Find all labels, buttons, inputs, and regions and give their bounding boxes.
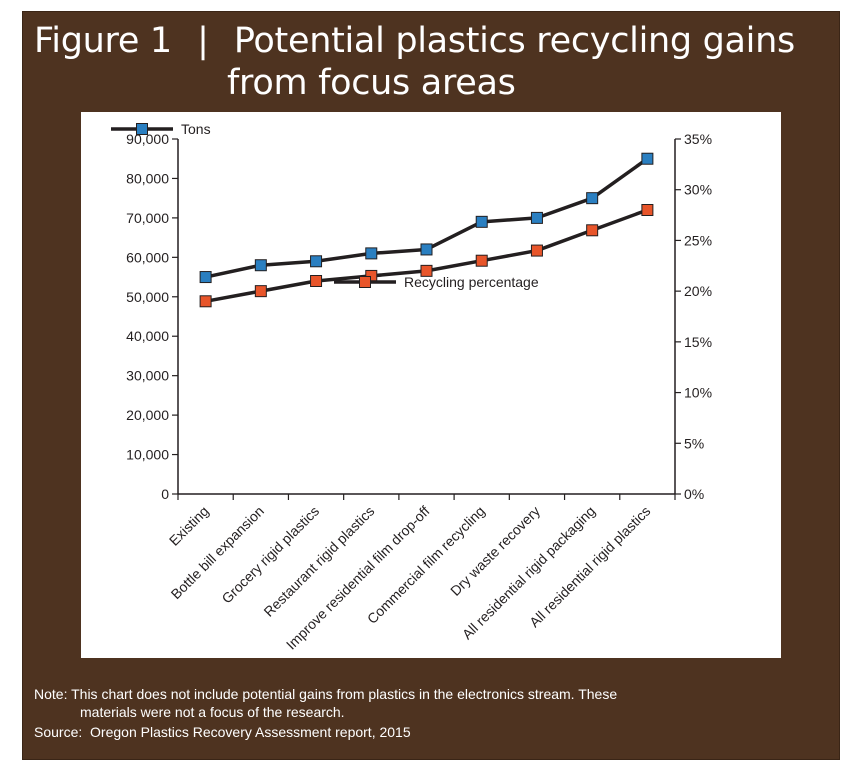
data-point [586, 224, 599, 237]
chart-panel: 0 10,000 20,000 30,000 40,000 50,000 60,000 70,… [81, 112, 781, 658]
y-right-tick-label: 25% [684, 232, 712, 248]
line-chart: 0 10,000 20,000 30,000 40,000 50,000 60,000 70,… [111, 121, 712, 653]
legend-marker-1 [359, 276, 371, 288]
data-point [365, 247, 378, 260]
y-left-tick-label: 20,000 [126, 407, 169, 423]
source-text: Oregon Plastics Recovery Assessment repo… [90, 724, 411, 740]
data-point [420, 243, 433, 256]
note-line-1: This chart does not include potential ga… [71, 686, 618, 702]
y-left-tick-label: 80,000 [126, 170, 169, 186]
x-tick-label: Grocery rigid plastics [218, 503, 322, 607]
data-point [420, 264, 433, 277]
title-line-1: Potential plastics recycling gains [233, 21, 795, 61]
figure-label: Figure 1 [34, 21, 172, 61]
y-left-tick-label: 60,000 [126, 249, 169, 265]
data-point [310, 255, 323, 268]
chart-source: Source: Oregon Plastics Recovery Assessm… [34, 723, 411, 741]
x-tick-label: Existing [166, 503, 212, 549]
data-point [199, 295, 212, 308]
data-point [586, 192, 599, 205]
title-separator: | [197, 21, 209, 61]
x-tick-label: Bottle bill expansion [168, 503, 267, 602]
y-right-tick-label: 5% [684, 435, 704, 451]
data-point [530, 244, 543, 257]
y-right-tick-label: 0% [684, 486, 704, 502]
y-right-tick-label: 30% [684, 182, 712, 198]
data-point [254, 285, 267, 298]
data-point [530, 211, 543, 224]
y-right-tick-label: 20% [684, 283, 712, 299]
y-right-tick-label: 35% [684, 131, 712, 147]
note-prefix: Note: [34, 686, 68, 702]
legend-marker-0 [136, 123, 148, 135]
y-left-tick-label: 30,000 [126, 368, 169, 384]
title-line-2: from focus areas [227, 63, 516, 103]
x-tick-label: Restaurant rigid plastics [260, 503, 377, 620]
data-point [641, 204, 654, 216]
y-right-tick-label: 15% [684, 334, 712, 350]
y-left-tick-label: 0 [161, 486, 169, 502]
y-left-tick-label: 10,000 [126, 447, 169, 463]
chart-note: Note: This chart does not include potent… [34, 685, 617, 721]
legend-label-0: Tons [181, 121, 211, 137]
series-line-0 [205, 157, 649, 279]
figure-frame: Figure 1 | Potential plastics recycling ga… [22, 11, 840, 760]
y-left-tick-label: 50,000 [126, 289, 169, 305]
data-point [254, 259, 267, 272]
legend-label-1: Recycling percentage [404, 274, 539, 290]
data-point [310, 275, 323, 287]
data-point [475, 215, 488, 228]
data-point [199, 271, 212, 284]
data-point [641, 152, 654, 165]
source-prefix: Source: [34, 724, 83, 740]
y-left-tick-label: 70,000 [126, 210, 169, 226]
y-right-tick-label: 10% [684, 385, 712, 401]
y-left-tick-label: 40,000 [126, 328, 169, 344]
note-line-2: materials were not a focus of the resear… [80, 704, 345, 720]
data-point [475, 254, 488, 267]
